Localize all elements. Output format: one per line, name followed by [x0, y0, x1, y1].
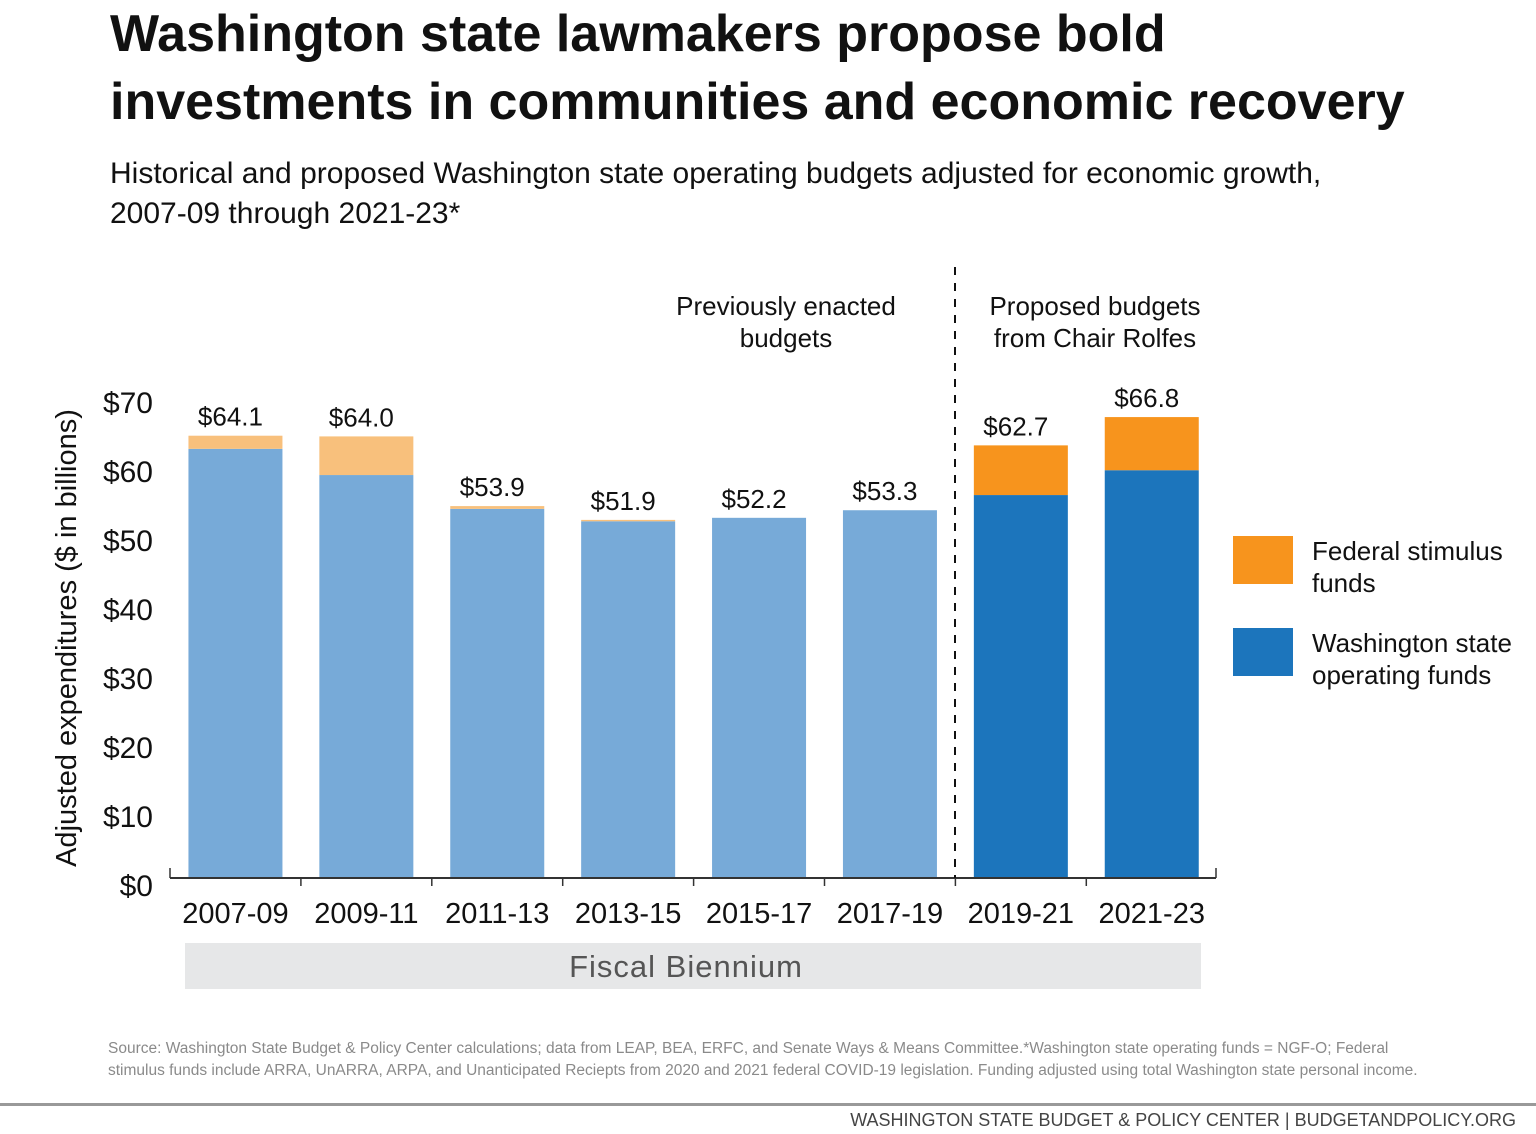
- x-tick-label: 2019-21: [968, 898, 1074, 930]
- y-tick-label: $70: [103, 387, 153, 420]
- y-tick-label: $0: [120, 870, 153, 903]
- y-tick-label: $10: [103, 801, 153, 834]
- subtitle-line: Historical and proposed Washington state…: [110, 157, 1322, 190]
- bar-state-funds: [973, 495, 1068, 878]
- x-axis-label: Fiscal Biennium: [569, 949, 803, 984]
- bar-total-label: $64.1: [198, 402, 263, 432]
- chart-subtitle: Historical and proposed Washington state…: [110, 154, 1321, 234]
- title-line: Washington state lawmakers propose bold: [110, 5, 1166, 63]
- source-note: Source: Washington State Budget & Policy…: [108, 1038, 1418, 1082]
- bar-total-label: $52.2: [722, 484, 787, 514]
- bar-federal-stimulus: [319, 436, 414, 476]
- legend-label: Washington state: [1312, 628, 1512, 658]
- bar-total-label: $53.3: [852, 476, 917, 506]
- x-tick-label: 2009-11: [314, 898, 418, 930]
- y-tick-label: $30: [103, 663, 153, 696]
- bar-total-label: $64.0: [329, 402, 394, 432]
- bar-state-funds: [842, 510, 937, 878]
- legend-label: Federal stimulus: [1312, 536, 1503, 566]
- y-tick-label: $60: [103, 456, 153, 489]
- bar-total-label: $66.8: [1114, 383, 1179, 413]
- bar-federal-stimulus: [1104, 417, 1199, 471]
- bar-federal-stimulus: [450, 506, 545, 509]
- legend-swatch: [1233, 628, 1293, 676]
- bar-state-funds: [712, 517, 807, 878]
- y-tick-label: $50: [103, 525, 153, 558]
- source-line: stimulus funds include ARRA, UnARRA, ARP…: [108, 1062, 1418, 1079]
- x-tick-label: 2011-13: [445, 898, 549, 930]
- bar-state-funds: [1104, 470, 1199, 878]
- legend-swatch: [1233, 536, 1293, 584]
- bar-federal-stimulus: [581, 519, 676, 522]
- bar-total-label: $53.9: [460, 472, 525, 502]
- x-tick-label: 2021-23: [1099, 898, 1205, 930]
- x-tick-label: 2013-15: [575, 898, 681, 930]
- legend-label: operating funds: [1312, 660, 1491, 690]
- footer-credit: WASHINGTON STATE BUDGET & POLICY CENTER …: [850, 1110, 1516, 1130]
- enacted-annotation: budgets: [740, 323, 833, 353]
- bar-total-label: $62.7: [983, 411, 1048, 441]
- bar-federal-stimulus: [188, 435, 283, 449]
- chart-title: Washington state lawmakers propose bold …: [110, 0, 1405, 136]
- title-line: investments in communities and economic …: [110, 73, 1405, 131]
- bar-state-funds: [188, 448, 283, 878]
- bar-state-funds: [319, 475, 414, 878]
- y-tick-label: $20: [103, 732, 153, 765]
- subtitle-line: 2007-09 through 2021-23*: [110, 197, 461, 230]
- enacted-annotation: Previously enacted: [676, 291, 896, 321]
- y-tick-label: $40: [103, 594, 153, 627]
- x-axis-label-band: [185, 943, 1201, 989]
- legend-label: funds: [1312, 568, 1376, 598]
- bar-state-funds: [450, 508, 545, 878]
- proposed-annotation: from Chair Rolfes: [994, 323, 1196, 353]
- bar-state-funds: [581, 521, 676, 878]
- source-line: Source: Washington State Budget & Policy…: [108, 1040, 1389, 1057]
- x-tick-label: 2015-17: [706, 898, 812, 930]
- footer-divider: [0, 1103, 1536, 1106]
- x-tick-label: 2017-19: [837, 898, 943, 930]
- x-tick-label: 2007-09: [182, 898, 288, 930]
- y-axis-label: Adjusted expenditures ($ in billions): [51, 409, 83, 867]
- bar-total-label: $51.9: [591, 486, 656, 516]
- bar-federal-stimulus: [973, 445, 1068, 496]
- bar-chart: $0 $10 $20 $30 $40 $50 $60 $70 Adjusted expendit…: [51, 267, 1512, 989]
- proposed-annotation: Proposed budgets: [989, 291, 1200, 321]
